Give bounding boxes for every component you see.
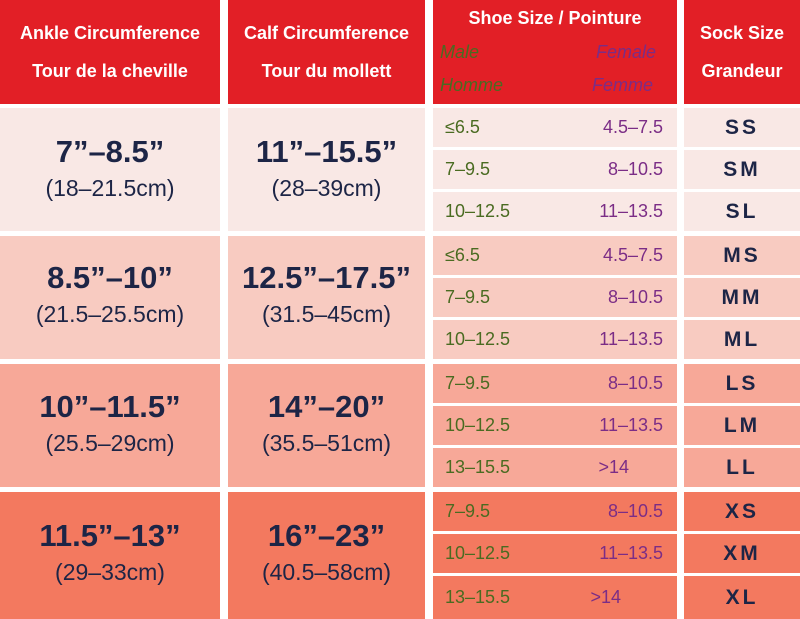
shoe-male: 13–15.5 xyxy=(445,457,511,477)
header-ankle-circumference: Ankle Circumference Tour de la cheville xyxy=(0,0,220,104)
shoe-row: 10–12.5 11–13.5 xyxy=(433,320,677,359)
header-male-fr: Homme xyxy=(440,75,504,95)
ankle-group-4: 11.5”–13” (29–33cm) xyxy=(0,492,220,619)
header-sock-size: Sock Size Grandeur xyxy=(684,0,800,104)
shoe-female: 4.5–7.5 xyxy=(602,245,663,265)
shoe-row: ≤6.5 4.5–7.5 xyxy=(433,236,677,275)
header-ankle-fr: Tour de la cheville xyxy=(32,61,188,81)
shoe-male: 7–9.5 xyxy=(445,373,491,393)
calf-cm: (31.5–45cm) xyxy=(261,301,392,327)
shoe-row: 10–12.5 11–13.5 xyxy=(433,406,677,445)
calf-cm: (28–39cm) xyxy=(271,175,382,201)
shoe-female: 8–10.5 xyxy=(607,159,663,179)
calf-inches: 14”–20” xyxy=(267,389,386,424)
sock-size-cell: ML xyxy=(684,320,800,359)
shoe-male: ≤6.5 xyxy=(445,245,480,265)
header-shoe-title: Shoe Size / Pointure xyxy=(468,8,642,28)
shoe-female: 4.5–7.5 xyxy=(602,117,663,137)
calf-inches: 11”–15.5” xyxy=(255,134,398,169)
calf-cm: (35.5–51cm) xyxy=(261,430,392,456)
sock-size-cell: LL xyxy=(684,448,800,487)
calf-group-4: 16”–23” (40.5–58cm) xyxy=(228,492,425,619)
shoe-female: >14 xyxy=(598,457,629,477)
header-calf-circumference: Calf Circumference Tour du mollett xyxy=(228,0,425,104)
header-calf-en: Calf Circumference xyxy=(243,23,410,43)
shoe-row: 7–9.5 8–10.5 xyxy=(433,492,677,531)
shoe-row: ≤6.5 4.5–7.5 xyxy=(433,108,677,147)
sock-size-cell: XM xyxy=(684,534,800,573)
ankle-group-2: 8.5”–10” (21.5–25.5cm) xyxy=(0,236,220,359)
shoe-female: 8–10.5 xyxy=(607,373,663,393)
shoe-male: ≤6.5 xyxy=(445,117,480,137)
shoe-row: 13–15.5 >14 xyxy=(433,576,677,619)
calf-inches: 16”–23” xyxy=(267,518,386,553)
ankle-inches: 11.5”–13” xyxy=(39,518,181,553)
sock-size-cell: MS xyxy=(684,236,800,275)
header-male-en: Male xyxy=(440,42,480,62)
shoe-male: 7–9.5 xyxy=(445,287,491,307)
sock-size-cell: XS xyxy=(684,492,800,531)
ankle-group-3: 10”–11.5” (25.5–29cm) xyxy=(0,364,220,487)
shoe-female: >14 xyxy=(590,587,621,607)
shoe-female: 8–10.5 xyxy=(607,501,663,521)
header-shoe-size: Shoe Size / Pointure Male Homme Female F… xyxy=(433,0,677,104)
ankle-inches: 10”–11.5” xyxy=(39,389,181,424)
sock-size-cell: LM xyxy=(684,406,800,445)
header-calf-fr: Tour du mollett xyxy=(261,61,392,81)
shoe-female: 11–13.5 xyxy=(599,415,663,435)
ankle-inches: 7”–8.5” xyxy=(55,134,165,169)
sock-size-cell: SM xyxy=(684,150,800,189)
shoe-row: 13–15.5 >14 xyxy=(433,448,677,487)
ankle-group-1: 7”–8.5” (18–21.5cm) xyxy=(0,108,220,231)
shoe-male: 10–12.5 xyxy=(445,415,511,435)
sock-size-cell: LS xyxy=(684,364,800,403)
shoe-female: 11–13.5 xyxy=(599,329,663,349)
header-female-fr: Femme xyxy=(591,75,653,95)
shoe-row: 7–9.5 8–10.5 xyxy=(433,150,677,189)
header-sock-en: Sock Size xyxy=(699,23,785,43)
calf-group-2: 12.5”–17.5” (31.5–45cm) xyxy=(228,236,425,359)
shoe-female: 11–13.5 xyxy=(599,201,663,221)
ankle-cm: (25.5–29cm) xyxy=(45,430,175,456)
shoe-female: 11–13.5 xyxy=(599,543,663,563)
header-female-en: Female xyxy=(595,42,656,62)
header-ankle-en: Ankle Circumference xyxy=(19,23,201,43)
ankle-cm: (21.5–25.5cm) xyxy=(35,301,185,327)
calf-inches: 12.5”–17.5” xyxy=(242,260,411,295)
shoe-row: 10–12.5 11–13.5 xyxy=(433,192,677,231)
shoe-male: 7–9.5 xyxy=(445,159,491,179)
calf-group-3: 14”–20” (35.5–51cm) xyxy=(228,364,425,487)
calf-cm: (40.5–58cm) xyxy=(261,559,392,585)
ankle-cm: (29–33cm) xyxy=(55,559,165,585)
sock-size-cell: SS xyxy=(684,108,800,147)
shoe-male: 10–12.5 xyxy=(445,543,511,563)
shoe-male: 10–12.5 xyxy=(445,201,511,221)
shoe-female: 8–10.5 xyxy=(607,287,663,307)
header-sock-fr: Grandeur xyxy=(701,61,783,81)
shoe-row: 7–9.5 8–10.5 xyxy=(433,278,677,317)
shoe-male: 10–12.5 xyxy=(445,329,511,349)
shoe-row: 7–9.5 8–10.5 xyxy=(433,364,677,403)
shoe-male: 13–15.5 xyxy=(445,587,511,607)
calf-group-1: 11”–15.5” (28–39cm) xyxy=(228,108,425,231)
sock-size-cell: XL xyxy=(684,576,800,619)
shoe-male: 7–9.5 xyxy=(445,501,491,521)
ankle-cm: (18–21.5cm) xyxy=(45,175,175,201)
sock-size-cell: MM xyxy=(684,278,800,317)
shoe-row: 10–12.5 11–13.5 xyxy=(433,534,677,573)
sock-size-cell: SL xyxy=(684,192,800,231)
ankle-inches: 8.5”–10” xyxy=(47,260,173,295)
